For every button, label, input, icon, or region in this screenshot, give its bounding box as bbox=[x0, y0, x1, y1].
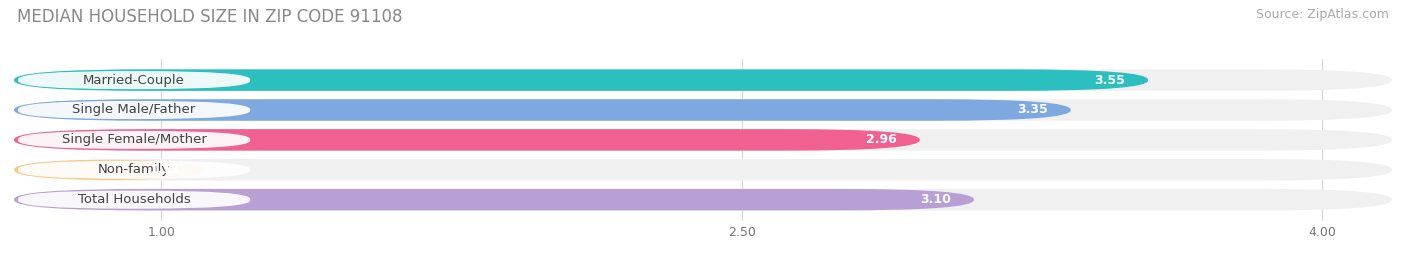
FancyBboxPatch shape bbox=[14, 69, 1149, 91]
Text: 2.96: 2.96 bbox=[866, 133, 897, 146]
FancyBboxPatch shape bbox=[14, 99, 1392, 121]
FancyBboxPatch shape bbox=[14, 69, 1392, 91]
FancyBboxPatch shape bbox=[14, 159, 1392, 180]
Text: MEDIAN HOUSEHOLD SIZE IN ZIP CODE 91108: MEDIAN HOUSEHOLD SIZE IN ZIP CODE 91108 bbox=[17, 8, 402, 26]
FancyBboxPatch shape bbox=[18, 161, 250, 179]
Text: Source: ZipAtlas.com: Source: ZipAtlas.com bbox=[1256, 8, 1389, 21]
FancyBboxPatch shape bbox=[14, 129, 920, 151]
FancyBboxPatch shape bbox=[14, 189, 1392, 210]
Text: 3.55: 3.55 bbox=[1094, 74, 1125, 87]
Text: Non-family: Non-family bbox=[98, 163, 170, 176]
FancyBboxPatch shape bbox=[14, 129, 1392, 151]
Text: 3.35: 3.35 bbox=[1017, 104, 1047, 116]
FancyBboxPatch shape bbox=[14, 189, 974, 210]
FancyBboxPatch shape bbox=[14, 159, 204, 180]
Text: 1.11: 1.11 bbox=[149, 163, 180, 176]
Text: Married-Couple: Married-Couple bbox=[83, 74, 186, 87]
FancyBboxPatch shape bbox=[18, 191, 250, 209]
FancyBboxPatch shape bbox=[18, 131, 250, 149]
Text: 3.10: 3.10 bbox=[920, 193, 950, 206]
FancyBboxPatch shape bbox=[14, 99, 1071, 121]
Text: Single Female/Mother: Single Female/Mother bbox=[62, 133, 207, 146]
FancyBboxPatch shape bbox=[18, 101, 250, 119]
Text: Total Households: Total Households bbox=[77, 193, 190, 206]
FancyBboxPatch shape bbox=[18, 71, 250, 89]
Text: Single Male/Father: Single Male/Father bbox=[73, 104, 195, 116]
